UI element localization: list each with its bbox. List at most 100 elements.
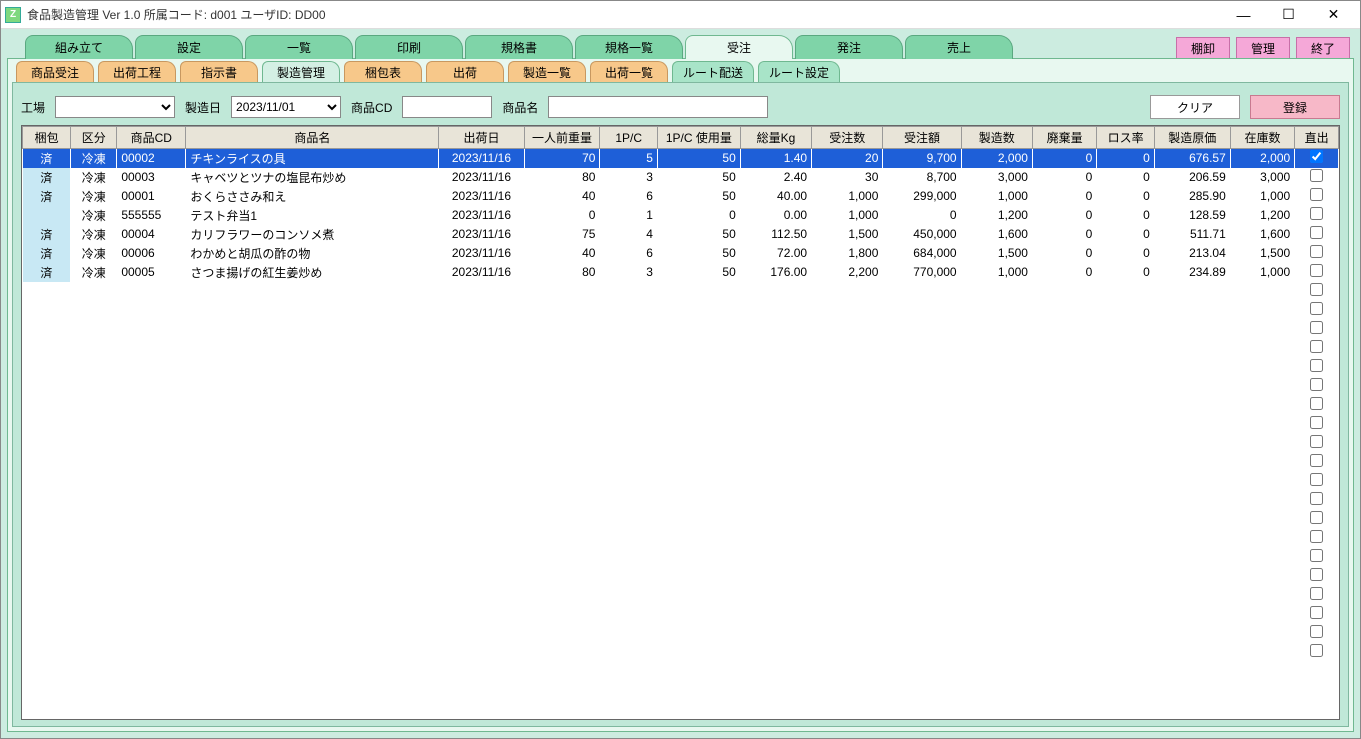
table-row[interactable]: 済冷凍00003キャベツとツナの塩昆布炒め2023/11/16803502.40… bbox=[23, 168, 1339, 187]
table-row[interactable]: 済冷凍00002チキンライスの具2023/11/16705501.40209,7… bbox=[23, 149, 1339, 168]
table-row-empty[interactable] bbox=[23, 548, 1339, 567]
col-header-12[interactable]: 廃棄量 bbox=[1032, 127, 1096, 149]
sub-tab-0[interactable]: 商品受注 bbox=[16, 61, 94, 83]
col-header-2[interactable]: 商品CD bbox=[117, 127, 186, 149]
sub-tab-5[interactable]: 出荷 bbox=[426, 61, 504, 83]
direct-checkbox[interactable] bbox=[1310, 549, 1323, 562]
col-header-9[interactable]: 受注数 bbox=[812, 127, 883, 149]
col-header-5[interactable]: 一人前重量 bbox=[524, 127, 600, 149]
table-row-empty[interactable] bbox=[23, 510, 1339, 529]
col-header-14[interactable]: 製造原価 bbox=[1154, 127, 1230, 149]
right-button-2[interactable]: 終了 bbox=[1296, 37, 1350, 59]
col-header-6[interactable]: 1P/C bbox=[600, 127, 658, 149]
direct-checkbox[interactable] bbox=[1310, 378, 1323, 391]
table-row[interactable]: 冷凍555555テスト弁当12023/11/160100.001,00001,2… bbox=[23, 206, 1339, 225]
table-row-empty[interactable] bbox=[23, 377, 1339, 396]
sub-tab-2[interactable]: 指示書 bbox=[180, 61, 258, 83]
direct-checkbox[interactable] bbox=[1310, 416, 1323, 429]
table-row-empty[interactable] bbox=[23, 624, 1339, 643]
col-header-3[interactable]: 商品名 bbox=[186, 127, 439, 149]
direct-checkbox[interactable] bbox=[1310, 340, 1323, 353]
main-tab-8[interactable]: 売上 bbox=[905, 35, 1013, 59]
close-button[interactable]: ✕ bbox=[1311, 2, 1356, 28]
table-row-empty[interactable] bbox=[23, 586, 1339, 605]
direct-checkbox[interactable] bbox=[1310, 207, 1323, 220]
direct-checkbox[interactable] bbox=[1310, 188, 1323, 201]
direct-checkbox[interactable] bbox=[1310, 150, 1323, 163]
direct-checkbox[interactable] bbox=[1310, 283, 1323, 296]
direct-checkbox[interactable] bbox=[1310, 511, 1323, 524]
table-row-empty[interactable] bbox=[23, 605, 1339, 624]
direct-checkbox[interactable] bbox=[1310, 587, 1323, 600]
prodnm-input[interactable] bbox=[548, 96, 768, 118]
direct-checkbox[interactable] bbox=[1310, 397, 1323, 410]
right-button-1[interactable]: 管理 bbox=[1236, 37, 1290, 59]
direct-checkbox[interactable] bbox=[1310, 245, 1323, 258]
sub-tab-9[interactable]: ルート設定 bbox=[758, 61, 840, 83]
table-row-empty[interactable] bbox=[23, 396, 1339, 415]
table-row-empty[interactable] bbox=[23, 415, 1339, 434]
col-header-15[interactable]: 在庫数 bbox=[1230, 127, 1294, 149]
table-row[interactable]: 済冷凍00001おくらささみ和え2023/11/164065040.001,00… bbox=[23, 187, 1339, 206]
direct-checkbox[interactable] bbox=[1310, 169, 1323, 182]
direct-checkbox[interactable] bbox=[1310, 359, 1323, 372]
clear-button[interactable]: クリア bbox=[1150, 95, 1240, 119]
mfgdate-select[interactable]: 2023/11/01 bbox=[231, 96, 341, 118]
sub-tab-1[interactable]: 出荷工程 bbox=[98, 61, 176, 83]
sub-tab-8[interactable]: ルート配送 bbox=[672, 61, 754, 83]
col-header-13[interactable]: ロス率 bbox=[1097, 127, 1155, 149]
table-row-empty[interactable] bbox=[23, 567, 1339, 586]
table-row-empty[interactable] bbox=[23, 434, 1339, 453]
table-row-empty[interactable] bbox=[23, 453, 1339, 472]
col-header-1[interactable]: 区分 bbox=[71, 127, 117, 149]
main-tab-7[interactable]: 発注 bbox=[795, 35, 903, 59]
col-header-0[interactable]: 梱包 bbox=[23, 127, 71, 149]
direct-checkbox[interactable] bbox=[1310, 302, 1323, 315]
table-row[interactable]: 済冷凍00005さつま揚げの紅生姜炒め2023/11/1680350176.00… bbox=[23, 263, 1339, 282]
sub-tab-3[interactable]: 製造管理 bbox=[262, 61, 340, 83]
table-row-empty[interactable] bbox=[23, 491, 1339, 510]
factory-select[interactable] bbox=[55, 96, 175, 118]
main-tab-1[interactable]: 設定 bbox=[135, 35, 243, 59]
table-row-empty[interactable] bbox=[23, 529, 1339, 548]
col-header-16[interactable]: 直出 bbox=[1295, 127, 1339, 149]
direct-checkbox[interactable] bbox=[1310, 226, 1323, 239]
table-row-empty[interactable] bbox=[23, 358, 1339, 377]
sub-tab-4[interactable]: 梱包表 bbox=[344, 61, 422, 83]
minimize-button[interactable]: — bbox=[1221, 2, 1266, 28]
direct-checkbox[interactable] bbox=[1310, 264, 1323, 277]
main-tab-5[interactable]: 規格一覧 bbox=[575, 35, 683, 59]
table-row-empty[interactable] bbox=[23, 643, 1339, 662]
table-row-empty[interactable] bbox=[23, 282, 1339, 301]
direct-checkbox[interactable] bbox=[1310, 454, 1323, 467]
table-row[interactable]: 済冷凍00006わかめと胡瓜の酢の物2023/11/164065072.001,… bbox=[23, 244, 1339, 263]
direct-checkbox[interactable] bbox=[1310, 530, 1323, 543]
direct-checkbox[interactable] bbox=[1310, 644, 1323, 657]
direct-checkbox[interactable] bbox=[1310, 606, 1323, 619]
main-tab-4[interactable]: 規格書 bbox=[465, 35, 573, 59]
sub-tab-7[interactable]: 出荷一覧 bbox=[590, 61, 668, 83]
direct-checkbox[interactable] bbox=[1310, 625, 1323, 638]
table-row[interactable]: 済冷凍00004カリフラワーのコンソメ煮2023/11/1675450112.5… bbox=[23, 225, 1339, 244]
col-header-7[interactable]: 1P/C 使用量 bbox=[657, 127, 740, 149]
maximize-button[interactable]: ☐ bbox=[1266, 2, 1311, 28]
table-row-empty[interactable] bbox=[23, 320, 1339, 339]
direct-checkbox[interactable] bbox=[1310, 492, 1323, 505]
sub-tab-6[interactable]: 製造一覧 bbox=[508, 61, 586, 83]
direct-checkbox[interactable] bbox=[1310, 321, 1323, 334]
table-row-empty[interactable] bbox=[23, 301, 1339, 320]
main-tab-3[interactable]: 印刷 bbox=[355, 35, 463, 59]
main-tab-2[interactable]: 一覧 bbox=[245, 35, 353, 59]
main-tab-6[interactable]: 受注 bbox=[685, 35, 793, 59]
col-header-4[interactable]: 出荷日 bbox=[439, 127, 524, 149]
table-row-empty[interactable] bbox=[23, 339, 1339, 358]
direct-checkbox[interactable] bbox=[1310, 435, 1323, 448]
col-header-8[interactable]: 総量Kg bbox=[740, 127, 811, 149]
table-row-empty[interactable] bbox=[23, 472, 1339, 491]
col-header-10[interactable]: 受注額 bbox=[883, 127, 961, 149]
col-header-11[interactable]: 製造数 bbox=[961, 127, 1032, 149]
right-button-0[interactable]: 棚卸 bbox=[1176, 37, 1230, 59]
direct-checkbox[interactable] bbox=[1310, 473, 1323, 486]
direct-checkbox[interactable] bbox=[1310, 568, 1323, 581]
register-button[interactable]: 登録 bbox=[1250, 95, 1340, 119]
